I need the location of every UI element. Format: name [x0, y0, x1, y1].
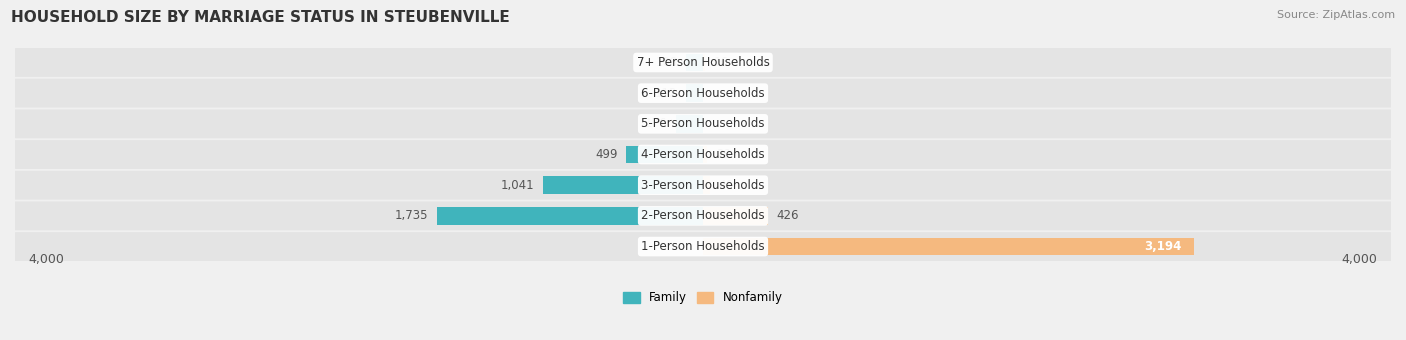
Text: 176: 176: [645, 117, 668, 130]
Text: 29: 29: [716, 148, 731, 161]
FancyBboxPatch shape: [15, 109, 1391, 138]
Bar: [543, 176, 703, 194]
Text: 46: 46: [718, 179, 734, 192]
Bar: [703, 207, 769, 225]
FancyBboxPatch shape: [15, 232, 1391, 261]
Text: 4-Person Households: 4-Person Households: [641, 148, 765, 161]
Text: 4,000: 4,000: [1341, 253, 1378, 266]
Bar: [626, 146, 703, 164]
Bar: [436, 207, 703, 225]
Text: 1,735: 1,735: [395, 209, 427, 222]
Text: 3-Person Households: 3-Person Households: [641, 179, 765, 192]
Text: HOUSEHOLD SIZE BY MARRIAGE STATUS IN STEUBENVILLE: HOUSEHOLD SIZE BY MARRIAGE STATUS IN STE…: [11, 10, 510, 25]
Bar: [703, 238, 1194, 255]
Bar: [703, 176, 710, 194]
Text: 499: 499: [595, 148, 617, 161]
FancyBboxPatch shape: [15, 48, 1391, 77]
Text: 3,194: 3,194: [1144, 240, 1181, 253]
FancyBboxPatch shape: [15, 171, 1391, 200]
Bar: [703, 54, 706, 71]
Text: 1,041: 1,041: [501, 179, 534, 192]
Text: Source: ZipAtlas.com: Source: ZipAtlas.com: [1277, 10, 1395, 20]
Bar: [686, 84, 703, 102]
Text: 112: 112: [655, 87, 678, 100]
Text: 426: 426: [778, 209, 800, 222]
Text: 6-Person Households: 6-Person Households: [641, 87, 765, 100]
FancyBboxPatch shape: [15, 202, 1391, 230]
Text: 4,000: 4,000: [28, 253, 65, 266]
Bar: [686, 54, 703, 71]
FancyBboxPatch shape: [15, 79, 1391, 107]
Legend: Family, Nonfamily: Family, Nonfamily: [619, 287, 787, 309]
Bar: [703, 146, 707, 164]
Bar: [676, 115, 703, 133]
Text: 1-Person Households: 1-Person Households: [641, 240, 765, 253]
Text: 2-Person Households: 2-Person Households: [641, 209, 765, 222]
Text: 7+ Person Households: 7+ Person Households: [637, 56, 769, 69]
FancyBboxPatch shape: [15, 140, 1391, 169]
Text: 108: 108: [655, 56, 678, 69]
Text: 5-Person Households: 5-Person Households: [641, 117, 765, 130]
Text: 16: 16: [714, 56, 728, 69]
